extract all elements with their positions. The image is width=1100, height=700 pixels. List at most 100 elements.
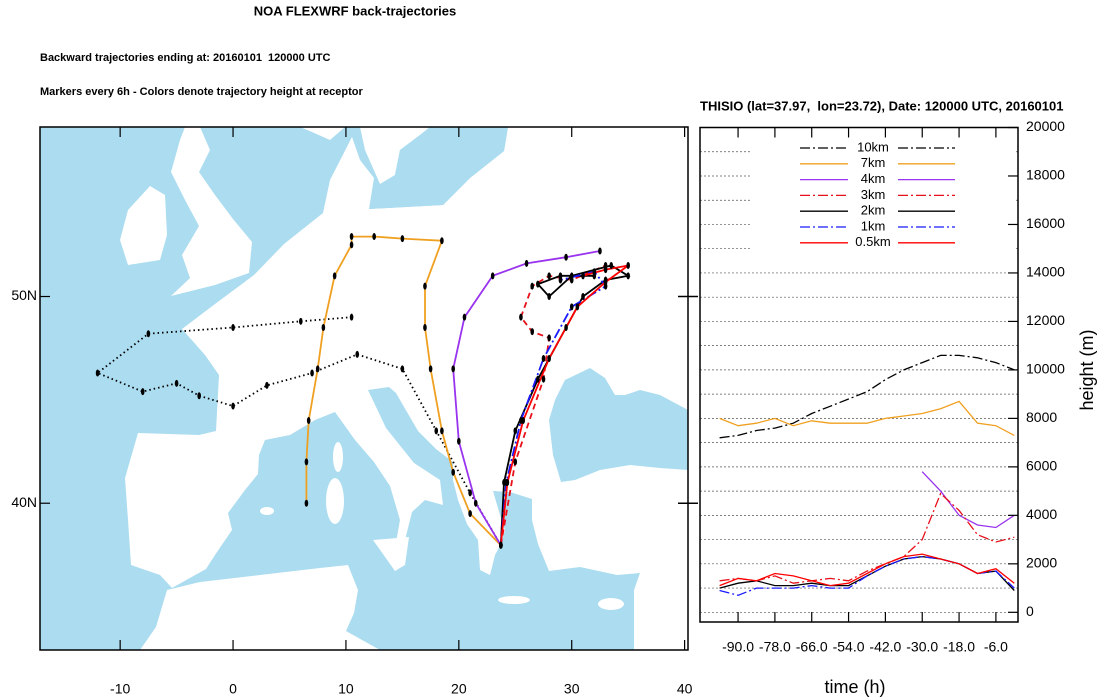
trajectory-marker — [513, 427, 518, 435]
trajectory-marker — [349, 233, 354, 241]
trajectory-marker — [564, 324, 568, 332]
trajectory-marker — [569, 303, 574, 311]
y-tick-label: 16000 — [1026, 215, 1065, 231]
y-axis-label: height (m) — [1077, 329, 1097, 410]
trajectory — [95, 316, 502, 546]
y-tick-label: 14000 — [1026, 264, 1065, 280]
trajectory-marker — [349, 313, 354, 321]
legend-label: 4km — [861, 171, 886, 186]
trajectory-marker — [440, 237, 444, 245]
trajectory-marker — [536, 375, 540, 383]
x-tick-label: -54.0 — [833, 639, 865, 655]
subtitle: Backward trajectories ending at: 2016010… — [40, 52, 330, 64]
trajectory-marker — [140, 388, 145, 396]
trajectory-marker — [581, 293, 585, 301]
x-tick-label: -10 — [110, 681, 130, 697]
trajectory-marker — [265, 381, 269, 389]
land — [120, 127, 688, 650]
trajectory-marker — [592, 268, 597, 276]
trajectory-marker — [547, 293, 551, 301]
legend-label: 2km — [861, 203, 886, 218]
sicily — [373, 537, 409, 571]
africa — [140, 565, 380, 650]
x-tick-label: -18.0 — [943, 639, 975, 655]
trajectory-marker — [310, 369, 314, 377]
x-tick-label: 40 — [677, 681, 693, 697]
trajectory-marker — [536, 280, 540, 288]
trajectory-marker — [547, 334, 551, 342]
plot-frame — [699, 126, 1019, 623]
trajectory-marker — [468, 510, 472, 518]
trajectory-marker — [547, 272, 551, 280]
trajectory — [499, 264, 631, 546]
y-tick-label: 6000 — [1026, 458, 1057, 474]
x-tick-label: -30.0 — [906, 639, 938, 655]
trajectory-marker — [541, 355, 546, 363]
sardinia — [326, 478, 344, 524]
y-tick-label: 20000 — [1026, 118, 1065, 134]
y-tick-label: 0 — [1026, 603, 1034, 619]
trajectory-marker — [524, 259, 529, 267]
x-tick-label: 30 — [564, 681, 580, 697]
ireland — [120, 186, 167, 265]
trajectory — [305, 235, 502, 546]
great-britain — [171, 127, 252, 296]
trajectory-marker — [521, 417, 525, 425]
trajectory-marker — [499, 541, 503, 549]
trajectory-marker — [541, 375, 546, 383]
trajectory-marker — [626, 272, 630, 280]
trajectory-marker — [95, 369, 100, 377]
y-tick-label: 8000 — [1026, 409, 1057, 425]
y-tick-label: 4000 — [1026, 506, 1057, 522]
map — [40, 127, 688, 650]
trajectory-marker — [434, 427, 439, 435]
x-tick-label: 10 — [338, 681, 354, 697]
series-line — [719, 555, 1015, 596]
trajectory-marker — [519, 313, 523, 321]
x-tick-label: 0 — [229, 681, 237, 697]
corsica — [333, 442, 343, 472]
trajectory-marker — [513, 458, 518, 466]
trajectory-marker — [146, 330, 151, 338]
trajectory-marker — [598, 247, 602, 255]
trajectory-marker — [315, 365, 320, 373]
legend-label: 0.5km — [855, 234, 890, 249]
series-line — [719, 354, 1015, 439]
y-tick-label: 40N — [11, 494, 37, 510]
trajectory-marker — [603, 278, 608, 286]
trajectory-marker — [558, 276, 563, 284]
subtitle: Markers every 6h - Colors denote traject… — [40, 86, 363, 98]
x-axis-label: time (h) — [824, 677, 885, 697]
trajectory-marker — [564, 253, 568, 261]
trajectory-marker — [304, 458, 309, 466]
trajectory-marker — [423, 324, 427, 332]
black-sea — [549, 368, 688, 482]
y-tick-label: 50N — [11, 287, 37, 303]
map-frame — [39, 126, 689, 651]
trajectory-marker — [400, 235, 405, 243]
trajectory-marker — [575, 303, 580, 311]
trajectory-marker — [332, 272, 337, 280]
trajectory-marker — [423, 282, 427, 290]
trajectory-marker — [530, 328, 535, 336]
trajectory-marker — [428, 365, 433, 373]
trajectory-marker — [355, 350, 360, 358]
trajectory-marker — [603, 266, 608, 274]
legend-label: 3km — [861, 187, 886, 202]
series-line — [719, 400, 1015, 436]
y-tick-label: 12000 — [1026, 312, 1065, 328]
trajectory-marker — [440, 427, 444, 435]
trajectory-marker — [569, 272, 574, 280]
trajectory-marker — [298, 317, 303, 325]
trajectory-marker — [174, 379, 179, 387]
mallorca — [260, 507, 274, 515]
mainland — [125, 127, 688, 650]
trajectory-marker — [451, 365, 455, 373]
x-tick-label: -78.0 — [759, 639, 791, 655]
trajectory-marker — [473, 499, 478, 507]
legend-label: 10km — [857, 139, 889, 154]
trajectory-marker — [197, 392, 201, 400]
figure-title: NOA FLEXWRF back-trajectories — [254, 3, 457, 18]
legend-label: 7km — [861, 155, 886, 170]
